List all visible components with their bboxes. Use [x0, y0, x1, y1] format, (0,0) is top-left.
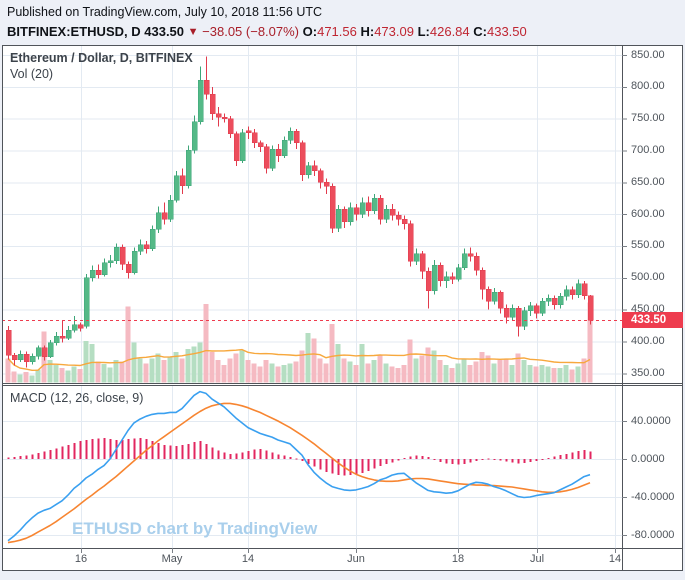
- close-value: 433.50: [486, 24, 527, 39]
- low-label: L:: [417, 24, 430, 39]
- high-label: H:: [360, 24, 375, 39]
- candlestick-series: [5, 56, 594, 368]
- macd-axis-label: 0.0000: [631, 452, 665, 465]
- down-arrow-icon: ▼: [187, 26, 199, 38]
- price-axis-label: 500.00: [631, 271, 665, 284]
- time-axis-label: 14: [608, 553, 622, 565]
- volume-histogram: [5, 302, 593, 383]
- open-label: O:: [302, 24, 318, 39]
- price-axis-label: 650.00: [631, 175, 665, 188]
- price-axis-label: 800.00: [631, 80, 665, 93]
- high-value: 473.09: [374, 24, 414, 39]
- publish-timestamp: Published on TradingView.com, July 10, 2…: [7, 5, 323, 19]
- macd-indicator: [7, 390, 592, 544]
- pane-title: Ethereum / Dollar, D, BITFINEX: [10, 51, 193, 65]
- open-value: 471.56: [317, 24, 357, 39]
- macd-indicator-label: MACD (12, 26, close, 9): [10, 391, 144, 405]
- last-price: 433.50: [144, 24, 185, 39]
- price-axis-label: 750.00: [631, 112, 665, 125]
- time-axis-label: 14: [241, 553, 255, 565]
- symbol-name: BITFINEX:ETHUSD, D: [7, 24, 141, 39]
- price-axis-label: 400.00: [631, 334, 665, 347]
- price-change: −38.05 (−8.07%): [202, 24, 300, 39]
- time-axis-label: May: [161, 553, 183, 565]
- macd-axis-label: 40.0000: [631, 414, 671, 427]
- time-axis-label: Jun: [347, 553, 365, 565]
- price-axis-label: 700.00: [631, 143, 665, 156]
- last-price-badge: 433.50: [622, 312, 683, 328]
- price-axis-label: 600.00: [631, 207, 665, 220]
- symbol-status-line: BITFINEX:ETHUSD, D 433.50 ▼ −38.05 (−8.0…: [7, 24, 527, 39]
- price-axis-label: 350.00: [631, 366, 665, 379]
- time-axis-label: 18: [451, 553, 465, 565]
- tradingview-watermark-link[interactable]: ETHUSD chart by TradingView: [72, 519, 318, 538]
- low-value: 426.84: [429, 24, 470, 39]
- volume-indicator-label: Vol (20): [10, 67, 54, 81]
- price-axis-label: 550.00: [631, 239, 665, 252]
- macd-axis-label: -40.0000: [631, 490, 675, 503]
- time-axis-label: 16: [74, 553, 88, 565]
- time-axis-label: Jul: [529, 553, 545, 565]
- price-axis-label: 850.00: [631, 48, 665, 61]
- macd-axis-label: -80.0000: [631, 528, 675, 541]
- close-label: C:: [473, 24, 487, 39]
